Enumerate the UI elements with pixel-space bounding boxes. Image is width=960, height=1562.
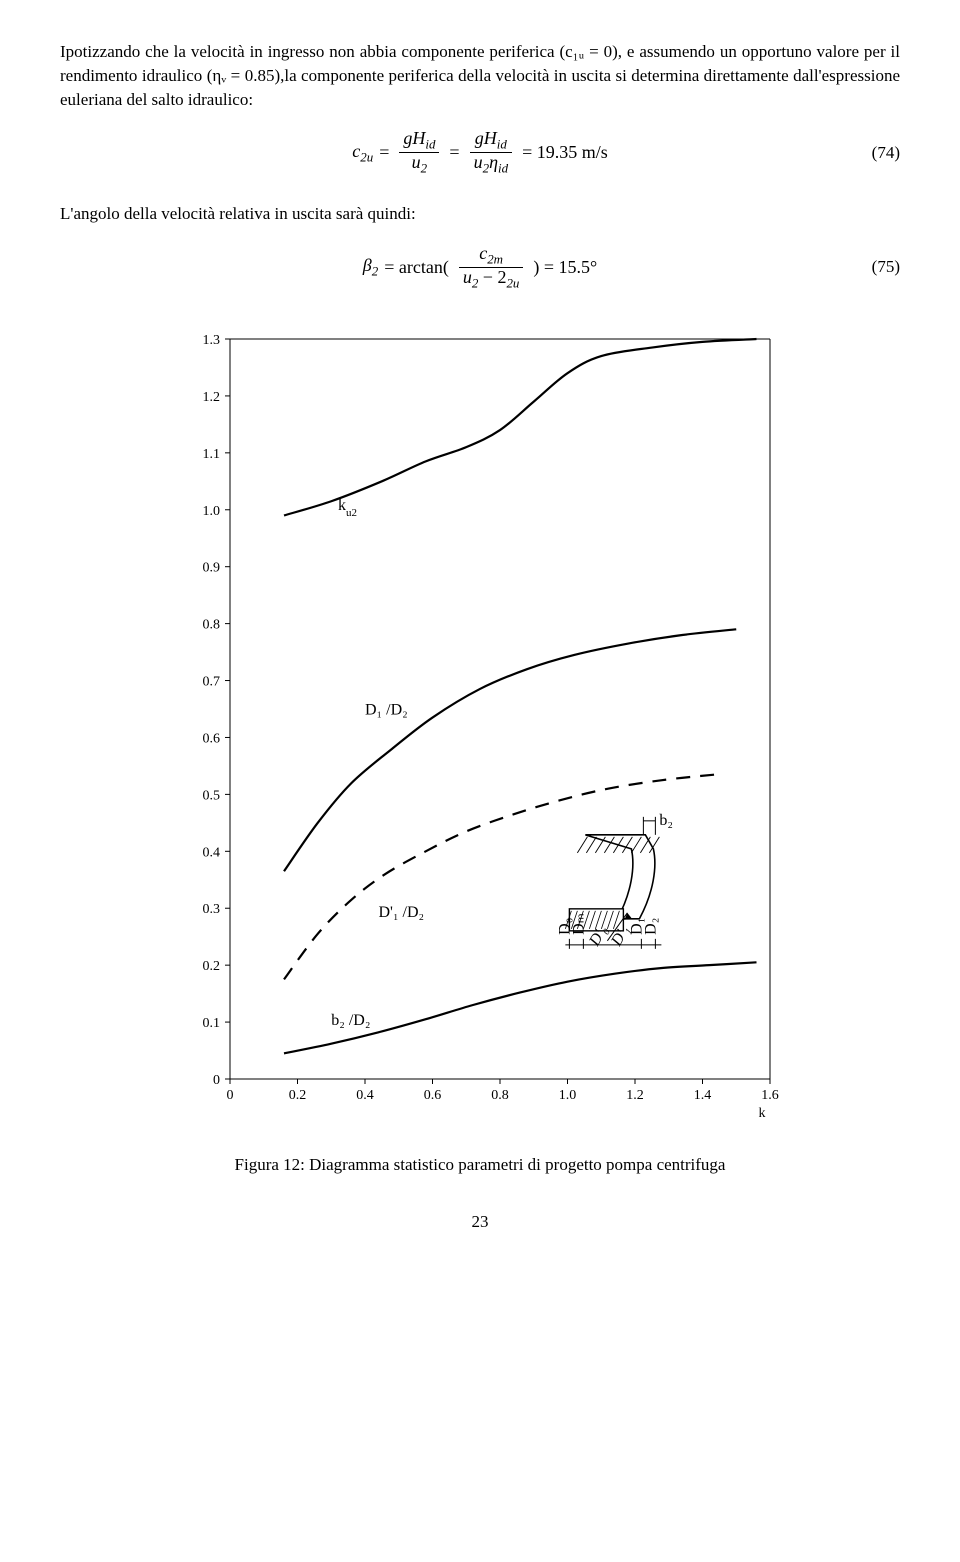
svg-text:0: 0 — [227, 1088, 234, 1103]
svg-text:b₂: b₂ — [659, 811, 673, 828]
curve-b2D2 — [284, 962, 757, 1053]
svg-text:0.3: 0.3 — [203, 902, 221, 917]
equation-74: c2u = gHid u2 = gHid u2ηid = 19.35 m/s (… — [60, 129, 900, 176]
svg-text:0.2: 0.2 — [203, 959, 221, 974]
chart-svg: 1.3 1.2 1.1 1.0 0.9 0.8 0.7 0.6 0.5 0.4 0.3 0.2 0.1 0… — [160, 319, 800, 1139]
paragraph-angle: L'angolo della velocità relativa in usci… — [60, 202, 900, 226]
equation-75-number: (75) — [872, 255, 900, 279]
svg-text:1.2: 1.2 — [626, 1088, 644, 1103]
svg-text:Dₘ: Dₘ — [570, 913, 587, 935]
inset-diagram: b₂D₀DₘD₁D₂D'₀D'₁ — [556, 811, 673, 949]
svg-text:0.6: 0.6 — [424, 1088, 442, 1103]
svg-text:0.2: 0.2 — [289, 1088, 307, 1103]
svg-text:0.5: 0.5 — [203, 788, 221, 803]
svg-text:0: 0 — [213, 1073, 220, 1088]
paragraph-intro: Ipotizzando che la velocità in ingresso … — [60, 40, 900, 111]
figure-caption: Figura 12: Diagramma statistico parametr… — [60, 1153, 900, 1177]
svg-text:1.4: 1.4 — [694, 1088, 712, 1103]
svg-text:0.1: 0.1 — [203, 1016, 221, 1031]
svg-text:D'₁ /D₂: D'₁ /D₂ — [379, 903, 425, 920]
svg-text:1.2: 1.2 — [203, 389, 221, 404]
svg-text:0.8: 0.8 — [203, 617, 221, 632]
svg-text:k: k — [759, 1106, 766, 1121]
svg-text:1.0: 1.0 — [203, 503, 221, 518]
figure-12: 1.3 1.2 1.1 1.0 0.9 0.8 0.7 0.6 0.5 0.4 0.3 0.2 0.1 0… — [60, 319, 900, 1139]
svg-text:0.7: 0.7 — [203, 674, 221, 689]
svg-text:0.4: 0.4 — [356, 1088, 374, 1103]
equation-74-number: (74) — [872, 141, 900, 165]
svg-text:D₂: D₂ — [642, 917, 659, 934]
svg-text:1.1: 1.1 — [203, 446, 221, 461]
page-number: 23 — [60, 1210, 900, 1234]
svg-text:1.6: 1.6 — [761, 1088, 779, 1103]
curve-D1D2 — [284, 629, 736, 871]
svg-text:D₁ /D₂: D₁ /D₂ — [365, 701, 408, 718]
svg-text:1.3: 1.3 — [203, 333, 221, 348]
curve-ku2 — [284, 339, 757, 515]
svg-text:0.8: 0.8 — [491, 1088, 509, 1103]
svg-text:0.4: 0.4 — [203, 845, 221, 860]
svg-text:0.9: 0.9 — [203, 560, 221, 575]
svg-text:b₂ /D₂: b₂ /D₂ — [331, 1011, 370, 1028]
svg-text:0.6: 0.6 — [203, 731, 221, 746]
equation-75: β2 = arctan( c2m u2 − 22u ) = 15.5° (75) — [60, 244, 900, 291]
svg-text:1.0: 1.0 — [559, 1088, 577, 1103]
svg-text:ku2: ku2 — [338, 496, 357, 518]
